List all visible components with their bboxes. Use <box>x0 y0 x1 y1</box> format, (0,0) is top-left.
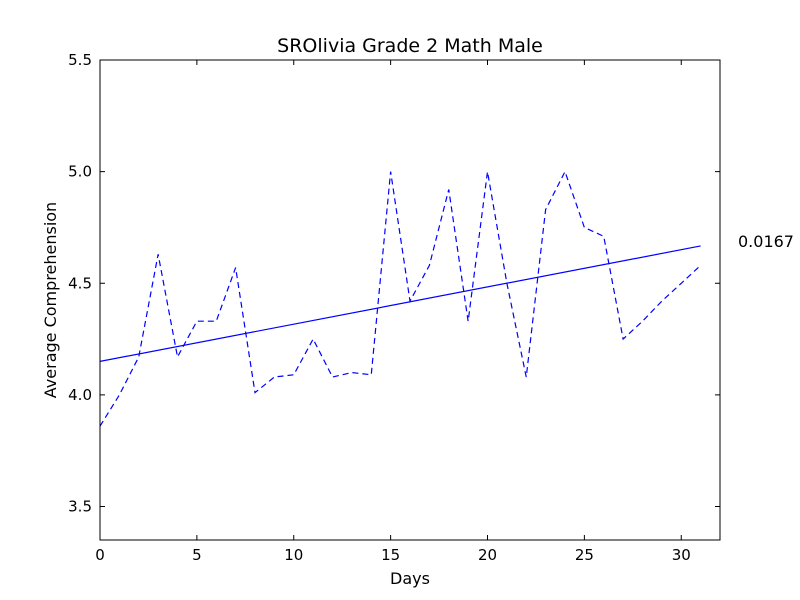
daily-average-line <box>99 170 702 427</box>
y-tick-label: 5.0 <box>68 163 92 181</box>
x-tick-label: 25 <box>575 546 594 564</box>
x-axis-label: Days <box>390 569 430 588</box>
axis-ticks: 0 5 10 15 20 25 30 3.5 4.0 4.5 5.0 5.5 <box>68 51 720 564</box>
y-tick-label: 3.5 <box>68 498 92 516</box>
trend-line <box>99 245 701 362</box>
chart-title: SROlivia Grade 2 Math Male <box>277 35 543 57</box>
x-tick-label: 20 <box>478 546 497 564</box>
y-tick-label: 4.5 <box>68 274 92 292</box>
y-axis-label: Average Comprehension <box>41 202 60 398</box>
series-layer <box>99 170 702 427</box>
x-tick-label: 10 <box>284 546 303 564</box>
slope-annotation: 0.0167 <box>738 232 794 251</box>
x-tick-label: 15 <box>381 546 400 564</box>
y-tick-label: 4.0 <box>68 386 92 404</box>
y-tick-label: 5.5 <box>68 51 92 69</box>
x-tick-label: 30 <box>672 546 691 564</box>
x-tick-label: 5 <box>192 546 202 564</box>
x-tick-label: 0 <box>95 546 105 564</box>
plot-frame <box>99 59 721 541</box>
